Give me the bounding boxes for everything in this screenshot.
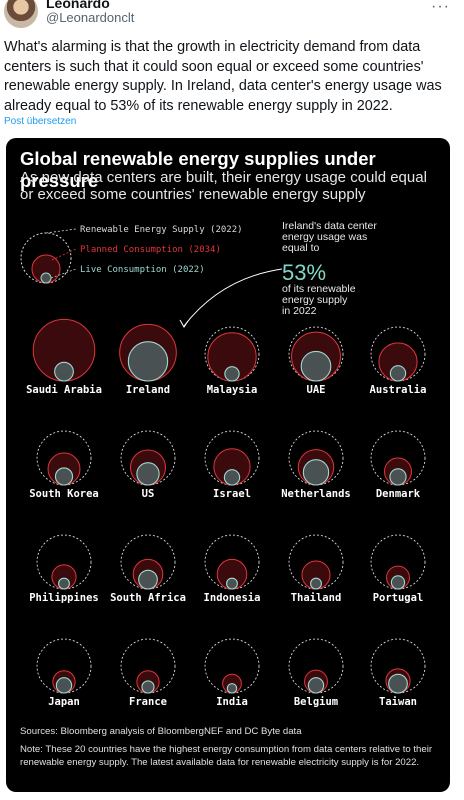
post-text: What's alarming is that the growth in el… [4, 39, 442, 114]
live-circle [389, 468, 407, 486]
country-label: South Korea [29, 488, 99, 500]
annotation-text: equal to [282, 242, 320, 254]
supply-circle [288, 326, 344, 382]
chart-subtitle: As new data centers are built, their ene… [20, 169, 427, 203]
country-label: Japan [48, 696, 80, 708]
country-label: UAE [307, 384, 326, 396]
live-circle [127, 341, 169, 382]
live-circle [302, 459, 330, 486]
annotation-text: in 2022 [282, 305, 317, 317]
legend-label: Live Consumption (2022) [80, 265, 205, 275]
live-circle [389, 365, 407, 382]
author-name[interactable]: Leonardo [46, 0, 110, 11]
more-icon[interactable]: ··· [431, 0, 450, 15]
infographic-card[interactable]: Global renewable energy supplies under p… [6, 138, 450, 792]
chart-title: Global renewable energy supplies under p… [20, 148, 376, 191]
live-circle [300, 350, 332, 382]
avatar[interactable] [4, 0, 38, 28]
supply-circle [120, 638, 176, 694]
country-label: Philippines [29, 592, 99, 604]
live-circle [138, 569, 158, 590]
supply-circle [288, 534, 344, 590]
post-header: Leonardo @Leonardonclt ··· [0, 0, 464, 36]
live-circle [55, 677, 73, 694]
country-label: India [216, 696, 248, 708]
supply-circle [204, 638, 260, 694]
annotation-text: Ireland's data center [282, 220, 377, 232]
country-label: Taiwan [379, 696, 417, 708]
country-label: Ireland [126, 384, 170, 396]
live-circle [224, 366, 240, 382]
supply-circle [288, 638, 344, 694]
supply-circle [370, 534, 426, 590]
country-label: Malaysia [207, 384, 258, 396]
live-circle [226, 577, 238, 590]
live-circle [226, 683, 238, 694]
chart-sources: Sources: Bloomberg analysis of Bloomberg… [20, 726, 302, 737]
supply-circle [36, 430, 92, 486]
live-circle [310, 577, 322, 590]
supply-circle [36, 534, 92, 590]
legend-leader-line [51, 248, 77, 261]
country-label: South Africa [110, 592, 186, 604]
legend-label: Planned Consumption (2034) [80, 245, 221, 255]
supply-circle [120, 534, 176, 590]
country-label: Indonesia [204, 592, 261, 604]
country-label: Portugal [373, 592, 424, 604]
country-label: Thailand [291, 592, 342, 604]
supply-circle [36, 638, 92, 694]
country-label: Belgium [294, 696, 338, 708]
chart-svg: Renewable Energy Supply (2022) Planned Co… [20, 220, 427, 708]
live-circle [307, 677, 325, 694]
legend-live-circle [40, 272, 52, 284]
live-circle [136, 462, 160, 486]
annotation-text: energy usage was [282, 231, 367, 243]
supply-circle [204, 534, 260, 590]
legend-leader-line [50, 268, 77, 279]
annotation-text: energy supply [282, 294, 348, 306]
live-circle [223, 469, 241, 486]
live-circle [54, 467, 74, 486]
live-circle [58, 577, 70, 590]
annotation-arrowhead [179, 319, 189, 328]
country-label: Saudi Arabia [26, 384, 102, 396]
country-label: Australia [370, 384, 427, 396]
live-circle [388, 673, 408, 694]
supply-circle [204, 326, 260, 382]
live-circle [54, 361, 74, 382]
country-label: US [142, 488, 155, 500]
country-label: Israel [213, 488, 251, 500]
supply-circle [370, 638, 426, 694]
supply-circle [120, 430, 176, 486]
annotation-text: of its renewable [282, 283, 356, 295]
country-label: France [129, 696, 167, 708]
author-handle[interactable]: @Leonardonclt [46, 10, 135, 25]
annotation-arrow [183, 268, 283, 327]
legend-leader-line [45, 228, 77, 234]
translate-link[interactable]: Post übersetzen [4, 116, 77, 127]
supply-circle [370, 326, 426, 382]
annotation-value: 53% [282, 260, 326, 285]
supply-circle [370, 430, 426, 486]
supply-circle [204, 430, 260, 486]
live-circle [141, 680, 155, 694]
chart-note: Note: These 20 countries have the highes… [20, 744, 433, 768]
country-label: Denmark [376, 488, 421, 500]
country-label: Netherlands [281, 488, 351, 500]
supply-circle [288, 430, 344, 486]
legend-label: Renewable Energy Supply (2022) [80, 225, 243, 235]
live-circle [390, 575, 406, 590]
